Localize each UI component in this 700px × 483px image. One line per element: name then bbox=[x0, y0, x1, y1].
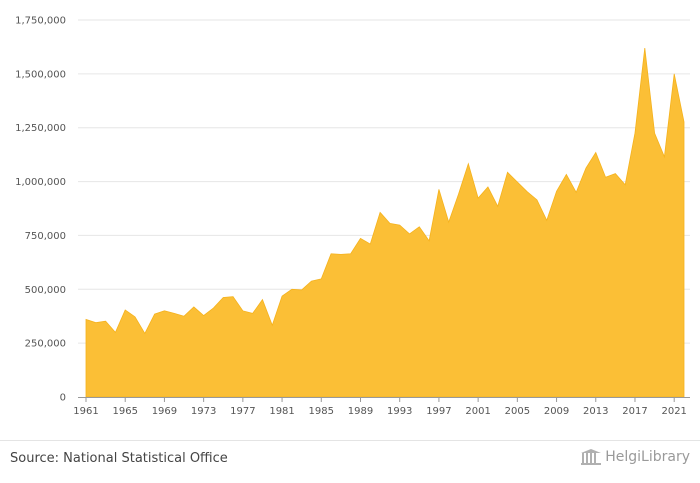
y-tick-label: 1,500,000 bbox=[15, 69, 66, 80]
x-tick-label: 2021 bbox=[661, 406, 686, 417]
x-tick-label: 2005 bbox=[505, 406, 530, 417]
x-tick-label: 2009 bbox=[544, 406, 569, 417]
y-tick-label: 750,000 bbox=[25, 231, 66, 242]
x-tick-label: 1961 bbox=[73, 406, 98, 417]
x-tick-label: 1965 bbox=[112, 406, 137, 417]
x-tick-label: 2001 bbox=[465, 406, 490, 417]
area-chart: 0 250,000 500,000 750,000 1,000,000 1,250,000… bbox=[15, 16, 690, 417]
y-tick-label: 1,750,000 bbox=[15, 16, 66, 27]
x-tick-label: 1989 bbox=[348, 406, 373, 417]
x-tick-label: 1985 bbox=[309, 406, 334, 417]
x-tick-label: 2017 bbox=[622, 406, 647, 417]
x-tick-label: 1973 bbox=[191, 406, 216, 417]
x-axis: 1961 1965 1969 1973 1977 1981 1985 1989 1993 1997… bbox=[73, 397, 690, 417]
brand-name: HelgiLibrary bbox=[605, 449, 690, 465]
y-tick-label: 0 bbox=[60, 393, 66, 404]
x-tick-label: 1977 bbox=[230, 406, 255, 417]
x-tick-label: 1981 bbox=[269, 406, 294, 417]
y-tick-label: 1,000,000 bbox=[15, 177, 66, 188]
y-axis: 0 250,000 500,000 750,000 1,000,000 1,250,000… bbox=[15, 16, 66, 404]
area-series bbox=[85, 47, 685, 398]
x-tick-label: 1997 bbox=[426, 406, 451, 417]
y-tick-label: 1,250,000 bbox=[15, 123, 66, 134]
x-tick-label: 1969 bbox=[152, 406, 177, 417]
y-tick-label: 500,000 bbox=[25, 285, 66, 296]
x-tick-label: 2013 bbox=[583, 406, 608, 417]
brand-logo[interactable]: HelgiLibrary bbox=[581, 449, 690, 465]
area-fill bbox=[85, 47, 685, 398]
y-tick-label: 250,000 bbox=[25, 339, 66, 350]
x-tick-label: 1993 bbox=[387, 406, 412, 417]
library-logo-icon bbox=[581, 449, 602, 465]
chart-footer: Source: National Statistical Office Helg… bbox=[0, 440, 700, 483]
source-note: Source: National Statistical Office bbox=[10, 451, 228, 466]
